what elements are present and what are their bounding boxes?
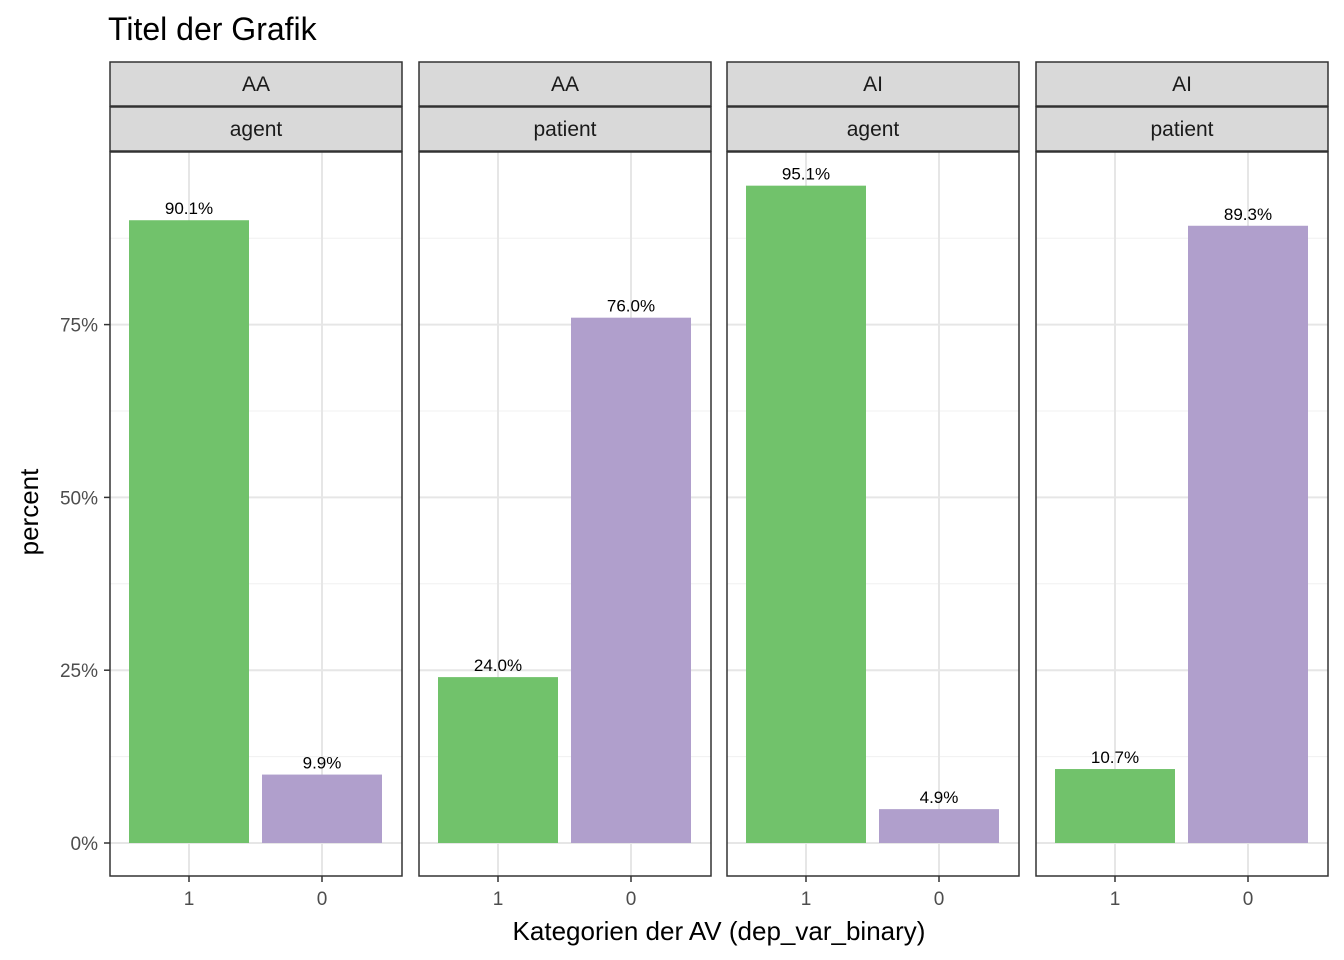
x-tick-label: 0	[626, 889, 637, 910]
y-tick-label: 50%	[60, 488, 98, 509]
y-tick-label: 0%	[71, 834, 99, 855]
panel-border	[726, 151, 1020, 877]
panel-border	[109, 151, 403, 877]
x-tick-label: 1	[184, 889, 195, 910]
panel-border	[418, 151, 712, 877]
facet-strip-top-label: AA	[242, 73, 270, 96]
bar-0	[879, 809, 999, 843]
facet-strip-top	[418, 61, 712, 107]
data-label: 90.1%	[165, 199, 213, 218]
bar-1	[438, 677, 558, 843]
facet-strip-top-label: AI	[1172, 73, 1192, 96]
x-tick-label: 1	[1110, 889, 1121, 910]
data-label: 89.3%	[1224, 205, 1272, 224]
data-label: 9.9%	[303, 754, 342, 773]
data-label: 95.1%	[782, 165, 830, 184]
x-tick-label: 1	[801, 889, 812, 910]
x-tick-label: 0	[317, 889, 328, 910]
bar-0	[262, 774, 382, 843]
bar-1	[746, 185, 866, 843]
facet-panel: 95.1% 4.9% AI agent 1 0	[726, 61, 1020, 910]
data-label: 24.0%	[474, 656, 522, 675]
bar-1	[1055, 769, 1175, 843]
facet-strip-top	[726, 61, 1020, 107]
chart-title: Titel der Grafik	[108, 11, 318, 47]
facet-panel: 10.7% 89.3% AI patient 1 0	[1035, 61, 1329, 910]
facet-strip-top-label: AI	[863, 73, 883, 96]
facet-panel: 90.1% 9.9% AA agent 1 0	[109, 61, 403, 910]
y-tick-label: 25%	[60, 661, 98, 682]
data-label: 76.0%	[607, 297, 655, 316]
facet-strip-bottom-label: agent	[847, 118, 900, 141]
data-label: 10.7%	[1091, 748, 1139, 767]
facet-strip-top	[109, 61, 403, 107]
facet-strip-bottom-label: agent	[230, 118, 283, 141]
y-axis: 0% 25% 50% 75%	[60, 316, 110, 855]
facet-strip-top-label: AA	[551, 73, 579, 96]
x-tick-label: 0	[934, 889, 945, 910]
facet-strip-bottom	[109, 106, 403, 152]
facet-strip-top	[1035, 61, 1329, 107]
x-axis-title: Kategorien der AV (dep_var_binary)	[513, 916, 926, 946]
panel-border	[1035, 151, 1329, 877]
bar-1	[129, 220, 249, 843]
x-tick-label: 1	[493, 889, 504, 910]
facet-strip-bottom	[726, 106, 1020, 152]
facet-strip-bottom	[418, 106, 712, 152]
facet-strip-bottom-label: patient	[533, 118, 596, 141]
y-tick-label: 75%	[60, 316, 98, 337]
y-axis-title: percent	[14, 468, 44, 555]
facet-panel: 24.0% 76.0% AA patient 1 0	[418, 61, 712, 910]
facet-strip-bottom	[1035, 106, 1329, 152]
facet-strip-bottom-label: patient	[1150, 118, 1213, 141]
bar-0	[1188, 225, 1308, 843]
bar-0	[571, 317, 691, 843]
x-tick-label: 0	[1243, 889, 1254, 910]
data-label: 4.9%	[920, 788, 959, 807]
